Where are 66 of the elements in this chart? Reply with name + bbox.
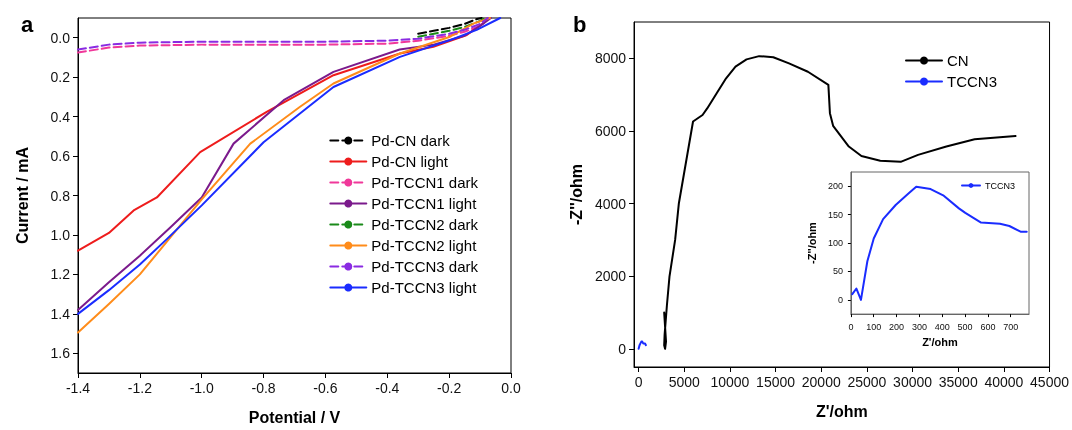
y-axis-title: -Z''/ohm: [805, 221, 818, 264]
x-tick-label: 0: [634, 374, 643, 390]
x-tick-label: 15000: [756, 374, 796, 390]
legend-label: CN: [947, 52, 969, 69]
x-tick-label: -1.4: [65, 380, 91, 396]
y-tick-label: 4000: [594, 195, 627, 212]
x-tick-label: -1.0: [189, 380, 214, 396]
y-tick-label: 1.6: [50, 345, 71, 362]
y-tick-label: 200: [827, 181, 843, 192]
y-tick-label: 0.6: [50, 148, 71, 165]
x-tick-label: 0: [848, 321, 854, 332]
x-axis-title: Z'/ohm: [815, 402, 868, 420]
y-tick-label: 0.2: [50, 69, 71, 86]
x-tick-label: 25000: [847, 374, 887, 390]
x-tick-label: 5000: [668, 374, 701, 390]
y-tick-label: 1.0: [50, 226, 71, 243]
y-tick-label: 100: [827, 238, 843, 249]
x-tick-label: 0.0: [501, 380, 521, 396]
x-tick-label: 200: [889, 321, 905, 332]
legend-label: Pd-TCCN3 dark: [371, 258, 479, 275]
x-tick-label: 45000: [1030, 374, 1070, 390]
y-tick-label: 1.4: [50, 305, 71, 322]
legend-label: Pd-TCCN1 light: [371, 195, 478, 212]
y-tick-label: 0.8: [50, 187, 71, 204]
legend-label: Pd-TCCN3 light: [371, 279, 478, 296]
x-tick-label: 40000: [984, 374, 1024, 390]
legend-label: TCCN3: [947, 73, 998, 90]
x-tick-label: 500: [957, 321, 973, 332]
x-tick-label: 20000: [801, 374, 841, 390]
x-tick-label: -0.8: [251, 380, 276, 396]
line-series: [663, 55, 1017, 350]
x-tick-label: -1.2: [127, 380, 153, 396]
x-tick-label: -0.6: [313, 380, 338, 396]
x-tick-label: -0.4: [375, 380, 400, 396]
x-axis-title: Potential / V: [248, 408, 341, 426]
y-tick-label: 0.4: [50, 108, 71, 125]
y-tick-label: 6000: [594, 122, 627, 139]
y-tick-label: 0: [837, 294, 843, 305]
y-tick-label: 150: [827, 209, 843, 220]
x-tick-label: 35000: [938, 374, 978, 390]
x-tick-label: 300: [911, 321, 927, 332]
chart-title: a: [21, 11, 34, 37]
x-tick-label: 600: [980, 321, 996, 332]
legend-label: Pd-CN light: [371, 153, 449, 170]
y-tick-label: 8000: [594, 50, 627, 67]
x-axis-title: Z'/ohm: [922, 335, 958, 348]
line-series: [851, 185, 1028, 301]
x-tick-label: 100: [866, 321, 882, 332]
y-tick-label: 2000: [594, 268, 627, 285]
legend-label: TCCN3: [985, 180, 1016, 191]
legend-label: Pd-TCCN2 dark: [371, 216, 479, 233]
x-tick-label: 30000: [893, 374, 933, 390]
y-tick-label: 0: [618, 340, 627, 357]
y-axis-title: Current / mA: [13, 146, 31, 244]
legend-label: Pd-CN dark: [371, 132, 451, 149]
x-tick-label: -0.2: [437, 380, 462, 396]
y-tick-label: 0.0: [50, 29, 71, 46]
chart-title: b: [573, 11, 587, 37]
y-tick-label: 1.2: [50, 266, 71, 283]
x-tick-label: 400: [934, 321, 950, 332]
legend-label: Pd-TCCN2 light: [371, 237, 478, 254]
x-tick-label: 10000: [710, 374, 750, 390]
x-tick-label: 700: [1003, 321, 1019, 332]
legend-label: Pd-TCCN1 dark: [371, 174, 479, 191]
y-axis-title: -Z''/ohm: [567, 164, 585, 225]
y-tick-label: 50: [832, 266, 843, 277]
